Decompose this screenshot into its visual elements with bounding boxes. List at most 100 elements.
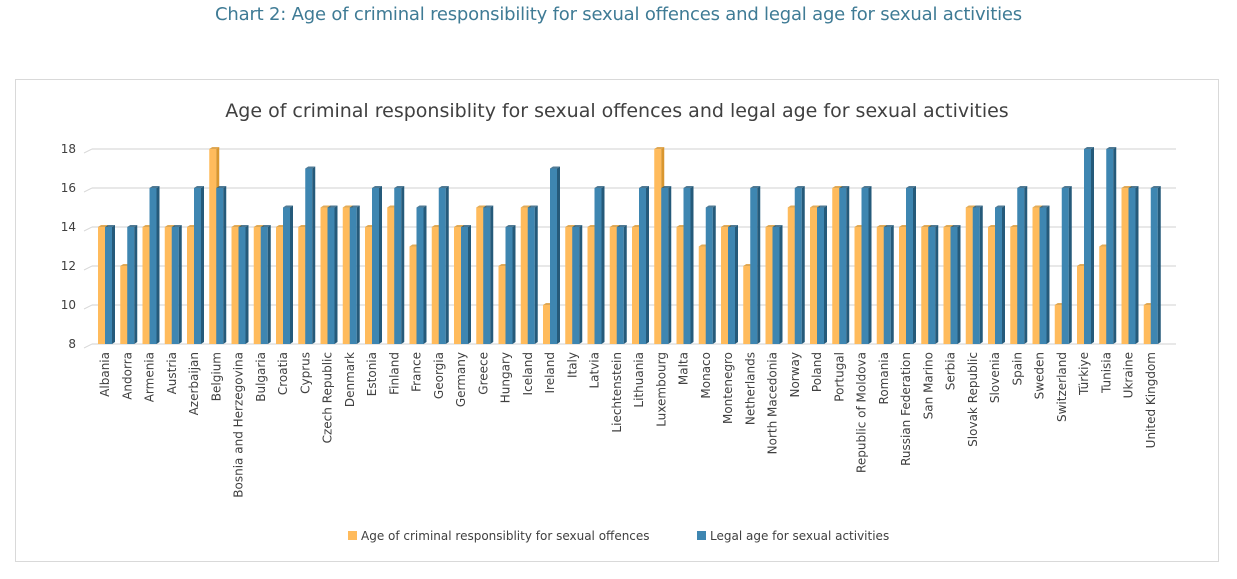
bar-criminal-responsibility xyxy=(676,227,684,344)
x-tick-label: Poland xyxy=(810,352,824,392)
bar-side xyxy=(356,205,360,344)
bar-legal-age xyxy=(616,227,624,344)
bar-criminal-responsibility xyxy=(854,227,862,344)
bar-side xyxy=(623,225,627,344)
x-tick-label: Sweden xyxy=(1033,352,1047,399)
bar-side xyxy=(201,186,204,344)
bar-side xyxy=(1135,186,1139,344)
bar-top xyxy=(661,186,672,188)
bar-top xyxy=(965,205,976,208)
bar-top xyxy=(216,186,227,188)
bar-criminal-responsibility xyxy=(1121,188,1129,344)
bar-legal-age xyxy=(505,227,513,344)
legend-swatch-criminal-responsibility xyxy=(348,531,357,540)
bar-top xyxy=(342,205,353,208)
bar-criminal-responsibility xyxy=(943,227,951,344)
bar-criminal-responsibility xyxy=(120,266,128,344)
bar-side xyxy=(156,186,160,344)
bar-top xyxy=(1128,186,1139,188)
bar-top xyxy=(1032,205,1043,208)
x-tick-label: Liechtenstein xyxy=(610,352,624,433)
bar-top xyxy=(572,225,583,227)
bar-top xyxy=(283,205,293,208)
bar-top xyxy=(1106,147,1117,149)
bar-top xyxy=(728,225,738,227)
bar-side xyxy=(846,186,850,344)
gridline-depth xyxy=(83,148,93,154)
bar-criminal-responsibility xyxy=(654,149,662,344)
bar-side xyxy=(312,166,316,344)
bar-criminal-responsibility xyxy=(810,207,817,344)
bar-side xyxy=(245,225,249,344)
bar-criminal-responsibility xyxy=(98,227,105,344)
bar-criminal-responsibility xyxy=(543,305,550,344)
bar-top xyxy=(839,186,850,188)
bar-legal-age xyxy=(861,188,869,344)
x-tick-label: Cyprus xyxy=(298,352,312,394)
bar-top xyxy=(231,225,242,227)
bar-criminal-responsibility xyxy=(409,246,417,344)
legend-swatch-legal-age xyxy=(697,531,706,540)
x-tick-label: Iceland xyxy=(521,352,535,395)
bar-legal-age xyxy=(928,227,936,344)
x-tick-label: Slovak Republic xyxy=(966,352,980,447)
bar-criminal-responsibility xyxy=(787,207,795,344)
bar-legal-age xyxy=(171,227,179,344)
gridline-depth xyxy=(83,187,93,193)
bar-top xyxy=(372,186,382,188)
bar-side xyxy=(690,186,694,344)
bar-criminal-responsibility xyxy=(320,207,328,344)
bar-side xyxy=(646,186,649,344)
bar-legal-age xyxy=(327,207,335,344)
x-tick-label: Ireland xyxy=(543,352,557,394)
bar-top xyxy=(654,147,665,149)
x-tick-label: Ukraine xyxy=(1122,352,1136,398)
bar-top xyxy=(149,186,160,188)
bar-criminal-responsibility xyxy=(365,227,372,344)
x-tick-label: Belgium xyxy=(209,352,223,401)
bar-legal-age xyxy=(1039,207,1047,344)
bar-top xyxy=(305,166,316,169)
bar-top xyxy=(810,205,820,208)
bar-legal-age xyxy=(594,188,602,344)
bar-criminal-responsibility xyxy=(431,227,439,344)
x-tick-label: France xyxy=(410,352,424,392)
bar-top xyxy=(1017,186,1028,188)
bar-top xyxy=(950,225,961,227)
gridline-depth xyxy=(83,304,93,310)
x-tick-label: Denmark xyxy=(343,352,357,407)
bar-criminal-responsibility xyxy=(454,227,461,344)
x-axis-labels: Albania Andorra Armenia Austria Azerbaijan Be… xyxy=(98,352,1158,498)
bar-criminal-responsibility xyxy=(965,207,973,344)
bar-side xyxy=(490,205,494,344)
x-tick-label: Italy xyxy=(565,352,579,378)
bar-legal-age xyxy=(438,188,446,344)
x-tick-label: Romania xyxy=(877,352,891,404)
x-tick-label: Estonia xyxy=(365,352,379,396)
bar-criminal-responsibility xyxy=(342,207,350,344)
bar-side xyxy=(1024,186,1028,344)
bar-top xyxy=(565,225,576,227)
bar-legal-age xyxy=(527,207,535,344)
bar-side xyxy=(979,205,983,344)
bar-top xyxy=(394,186,405,188)
chart-title: Age of criminal responsiblity for sexual… xyxy=(225,100,1008,122)
bar-legal-age xyxy=(639,188,646,344)
bar-legal-age xyxy=(550,168,557,344)
bar-top xyxy=(616,225,627,227)
y-tick-label: 16 xyxy=(61,181,76,195)
bar-side xyxy=(1002,205,1005,344)
bar-side xyxy=(801,186,805,344)
bar-criminal-responsibility xyxy=(1032,207,1040,344)
bars xyxy=(98,147,1161,344)
bar-criminal-responsibility xyxy=(231,227,239,344)
x-tick-label: Greece xyxy=(476,352,490,395)
y-tick-label: 10 xyxy=(61,298,76,312)
bar-criminal-responsibility xyxy=(276,227,283,344)
bar-criminal-responsibility xyxy=(832,188,840,344)
bar-top xyxy=(550,166,560,169)
bar-legal-age xyxy=(416,207,424,344)
bar-legal-age xyxy=(283,207,290,344)
bar-criminal-responsibility xyxy=(721,227,728,344)
chart-caption: Chart 2: Age of criminal responsibility … xyxy=(215,4,1022,25)
